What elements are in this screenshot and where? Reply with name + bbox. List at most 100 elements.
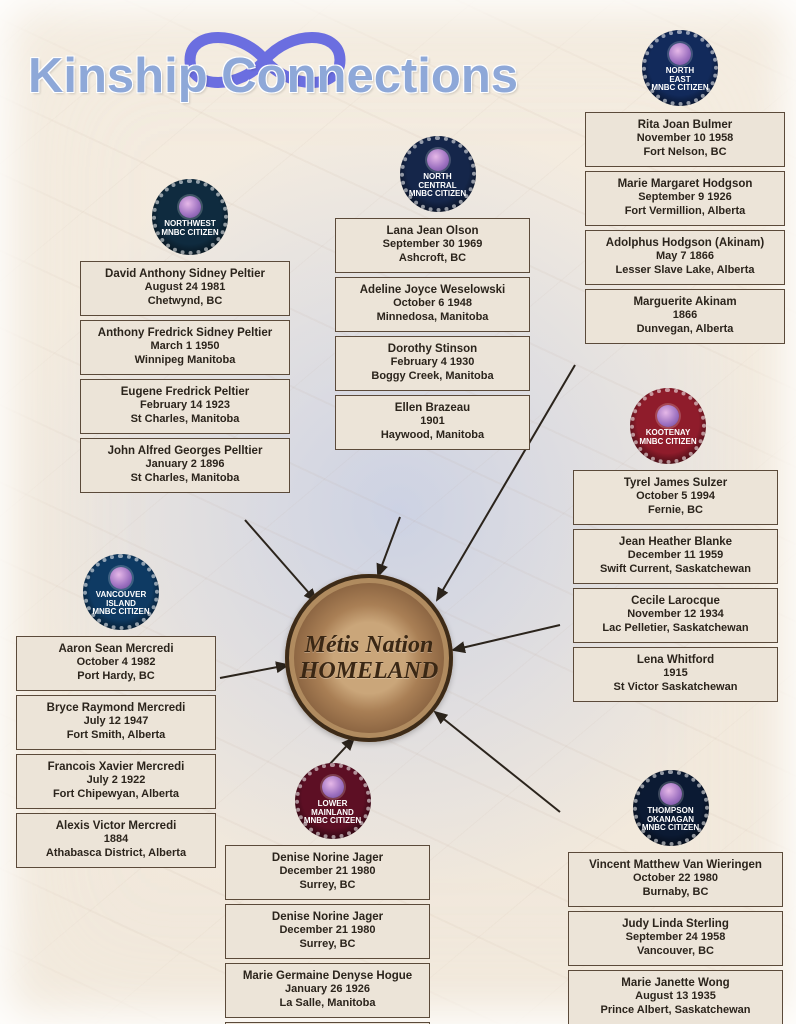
person-date: February 14 1923 [89, 399, 281, 413]
person-name: Adolphus Hodgson (Akinam) [594, 236, 776, 250]
person-name: Aaron Sean Mercredi [25, 642, 207, 656]
person-name: Marie Margaret Hodgson [594, 177, 776, 191]
person-name: Rita Joan Bulmer [594, 118, 776, 132]
person-date: November 12 1934 [582, 608, 769, 622]
person-card: Alexis Victor Mercredi1884Athabasca Dist… [16, 813, 216, 868]
person-date: March 1 1950 [89, 340, 281, 354]
person-place: Fort Nelson, BC [594, 146, 776, 160]
badge-ko: KOOTENAY MNBC CITIZEN [630, 388, 706, 464]
badge-lm: LOWER MAINLAND MNBC CITIZEN [295, 763, 371, 839]
person-card: Jean Heather BlankeDecember 11 1959Swift… [573, 529, 778, 584]
person-card: Aaron Sean MercrediOctober 4 1982Port Ha… [16, 636, 216, 691]
person-card: Dorothy StinsonFebruary 4 1930Boggy Cree… [335, 336, 530, 391]
person-card: Francois Xavier MercrediJuly 2 1922Fort … [16, 754, 216, 809]
person-place: Haywood, Manitoba [344, 429, 521, 443]
person-card: Rita Joan BulmerNovember 10 1958Fort Nel… [585, 112, 785, 167]
arrow-ko [453, 625, 560, 650]
person-card: Vincent Matthew Van WieringenOctober 22 … [568, 852, 783, 907]
person-date: 1866 [594, 309, 776, 323]
person-place: Fort Chipewyan, Alberta [25, 788, 207, 802]
flower-icon [660, 783, 682, 805]
person-card: Cecile LarocqueNovember 12 1934Lac Pelle… [573, 588, 778, 643]
page-root: Kinship Connections Métis Nation HOMELAN… [0, 0, 796, 1024]
badge-label: NORTHWEST MNBC CITIZEN [155, 220, 224, 238]
flower-icon [657, 405, 679, 427]
person-card: Bryce Raymond MercrediJuly 12 1947Fort S… [16, 695, 216, 750]
person-name: Vincent Matthew Van Wieringen [577, 858, 774, 872]
badge-label: LOWER MAINLAND MNBC CITIZEN [298, 800, 367, 826]
badge-label: VANCOUVER ISLAND MNBC CITIZEN [86, 591, 155, 617]
homeland-medallion: Métis Nation HOMELAND [285, 574, 453, 742]
person-place: Fort Vermillion, Alberta [594, 205, 776, 219]
person-date: December 11 1959 [582, 549, 769, 563]
person-name: Lena Whitford [582, 653, 769, 667]
person-date: August 13 1935 [577, 990, 774, 1004]
person-name: Lana Jean Olson [344, 224, 521, 238]
badge-ne: NORTH EAST MNBC CITIZEN [642, 30, 718, 106]
person-name: Tyrel James Sulzer [582, 476, 769, 490]
person-date: September 30 1969 [344, 238, 521, 252]
person-place: Burnaby, BC [577, 886, 774, 900]
person-place: Lac Pelletier, Saskatchewan [582, 622, 769, 636]
person-place: Chetwynd, BC [89, 295, 281, 309]
person-name: Francois Xavier Mercredi [25, 760, 207, 774]
person-date: 1915 [582, 667, 769, 681]
person-name: Cecile Larocque [582, 594, 769, 608]
person-name: Marie Germaine Denyse Hogue [234, 969, 421, 983]
person-name: Adeline Joyce Weselowski [344, 283, 521, 297]
person-date: July 2 1922 [25, 774, 207, 788]
person-card: John Alfred Georges PelltierJanuary 2 18… [80, 438, 290, 493]
person-date: 1901 [344, 415, 521, 429]
person-date: December 21 1980 [234, 865, 421, 879]
person-name: Eugene Fredrick Peltier [89, 385, 281, 399]
badge-label: KOOTENAY MNBC CITIZEN [633, 429, 702, 447]
flower-icon [322, 776, 344, 798]
person-name: Marie Janette Wong [577, 976, 774, 990]
person-card: Ellen Brazeau1901Haywood, Manitoba [335, 395, 530, 450]
person-place: Dunvegan, Alberta [594, 323, 776, 337]
person-date: October 6 1948 [344, 297, 521, 311]
person-name: Judy Linda Sterling [577, 917, 774, 931]
person-name: Ellen Brazeau [344, 401, 521, 415]
person-place: Vancouver, BC [577, 945, 774, 959]
person-place: Athabasca District, Alberta [25, 847, 207, 861]
person-card: Marie Germaine Denyse HogueJanuary 26 19… [225, 963, 430, 1018]
badge-label: NORTH CENTRAL MNBC CITIZEN [403, 173, 472, 199]
person-card: Adolphus Hodgson (Akinam)May 7 1866Lesse… [585, 230, 785, 285]
flower-icon [179, 196, 201, 218]
group-nw: NORTHWEST MNBC CITIZEN David Anthony Sidn… [80, 179, 300, 497]
arrow-vi [220, 665, 288, 678]
person-date: August 24 1981 [89, 281, 281, 295]
person-place: Surrey, BC [234, 879, 421, 893]
person-date: October 4 1982 [25, 656, 207, 670]
badge-nw: NORTHWEST MNBC CITIZEN [152, 179, 228, 255]
person-date: December 21 1980 [234, 924, 421, 938]
person-card: Marguerite Akinam1866Dunvegan, Alberta [585, 289, 785, 344]
badge-vi: VANCOUVER ISLAND MNBC CITIZEN [83, 554, 159, 630]
person-date: October 22 1980 [577, 872, 774, 886]
person-date: February 4 1930 [344, 356, 521, 370]
badge-nc: NORTH CENTRAL MNBC CITIZEN [400, 136, 476, 212]
person-name: David Anthony Sidney Peltier [89, 267, 281, 281]
person-place: Winnipeg Manitoba [89, 354, 281, 368]
arrow-to [435, 712, 560, 812]
person-date: July 12 1947 [25, 715, 207, 729]
person-card: Lana Jean OlsonSeptember 30 1969Ashcroft… [335, 218, 530, 273]
person-card: Lena Whitford1915St Victor Saskatchewan [573, 647, 778, 702]
person-place: Surrey, BC [234, 938, 421, 952]
badge-label: THOMPSON OKANAGAN MNBC CITIZEN [636, 807, 705, 833]
person-date: 1884 [25, 833, 207, 847]
person-place: Fernie, BC [582, 504, 769, 518]
person-card: Denise Norine JagerDecember 21 1980Surre… [225, 904, 430, 959]
person-place: Prince Albert, Saskatchewan [577, 1004, 774, 1018]
flower-icon [669, 43, 691, 65]
person-name: Denise Norine Jager [234, 851, 421, 865]
group-lm: LOWER MAINLAND MNBC CITIZEN Denise Norine… [225, 763, 440, 1024]
person-date: September 24 1958 [577, 931, 774, 945]
person-place: Ashcroft, BC [344, 252, 521, 266]
person-name: Jean Heather Blanke [582, 535, 769, 549]
person-place: Port Hardy, BC [25, 670, 207, 684]
person-name: Anthony Fredrick Sidney Peltier [89, 326, 281, 340]
person-place: Boggy Creek, Manitoba [344, 370, 521, 384]
person-place: La Salle, Manitoba [234, 997, 421, 1011]
